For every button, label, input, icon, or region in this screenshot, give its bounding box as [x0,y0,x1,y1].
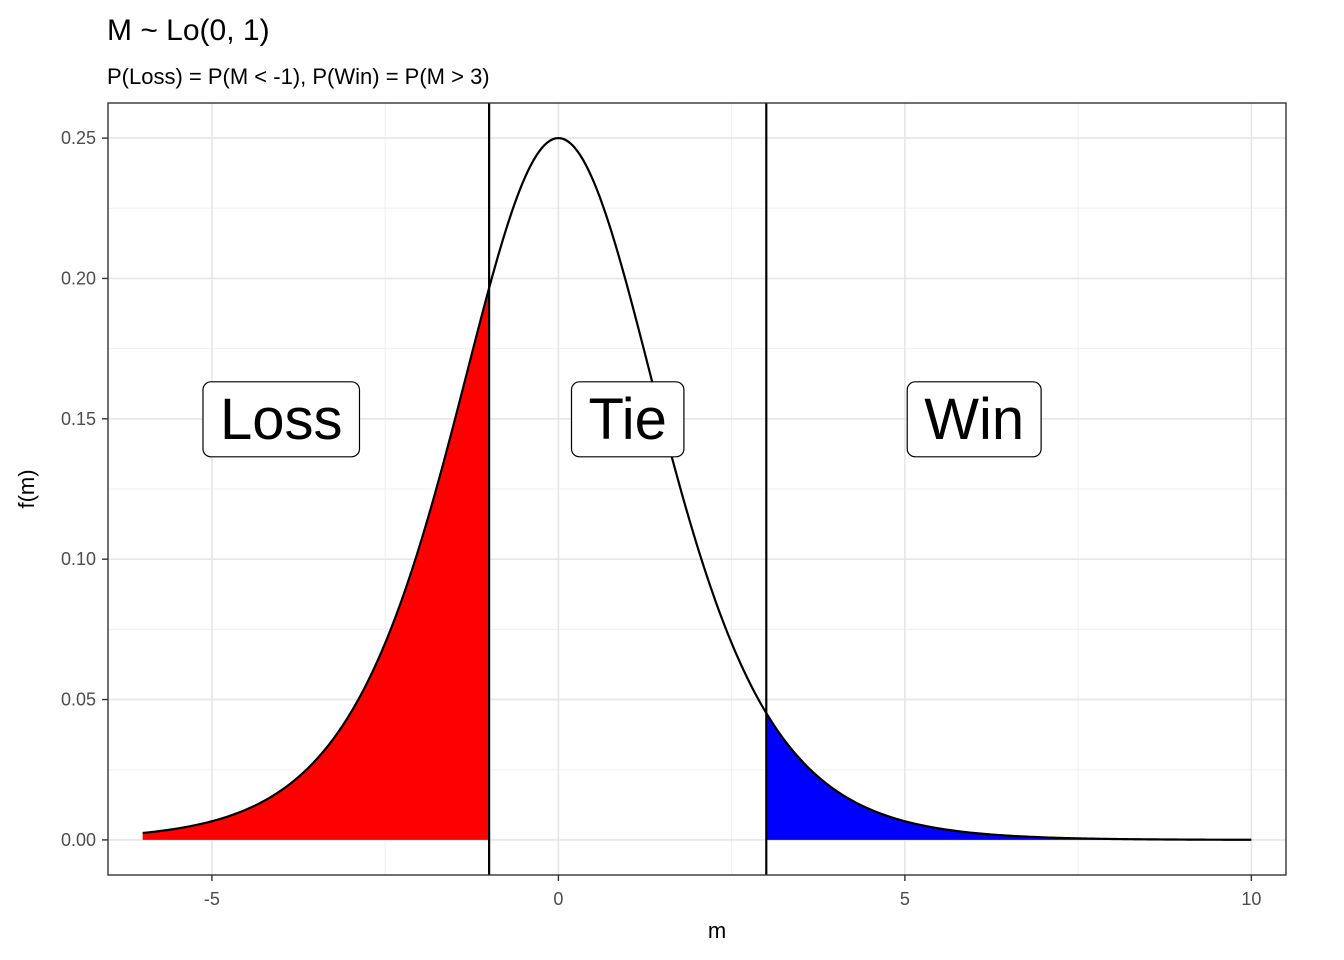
label-box [570,381,685,458]
label-loss: Loss [202,381,361,458]
panel-border [107,102,1287,876]
label-box [202,381,361,458]
x-tick-label: 0 [553,889,563,909]
minor-gridlines [108,103,1286,875]
label-win: Win [906,381,1042,458]
label-text: Win [924,387,1024,452]
label-box [906,381,1042,458]
x-tick-label: 10 [1241,889,1261,909]
y-tick-label: 0.15 [61,409,96,429]
x-tick-label: 5 [900,889,910,909]
y-tick-label: 0.05 [61,690,96,710]
label-text: Tie [588,387,666,452]
y-tick-label: 0.25 [61,128,96,148]
region-loss-area [142,287,490,840]
density-curve-layer [142,136,1252,841]
x-axis-title: m [708,918,726,943]
y-axis: 0.00 0.05 0.10 0.15 0.20 0.25 [61,128,108,850]
y-tick-label: 0.10 [61,549,96,569]
shaded-regions [142,287,1252,840]
x-tick-label: -5 [204,889,220,909]
x-axis: -5 0 5 10 [204,875,1261,909]
chart-subtitle: P(Loss) = P(M < -1), P(Win) = P(M > 3) [107,64,490,89]
chart-title: M ~ Lo(0, 1) [107,14,270,47]
density-curve [142,136,1252,841]
label-tie: Tie [570,381,685,458]
region-labels: Loss Tie Win [202,381,1042,458]
y-axis-title: f(m) [14,469,39,508]
y-tick-label: 0.00 [61,830,96,850]
label-text: Loss [220,387,343,452]
threshold-lines [488,103,768,875]
region-win-area [766,713,1252,840]
y-tick-label: 0.20 [61,268,96,288]
